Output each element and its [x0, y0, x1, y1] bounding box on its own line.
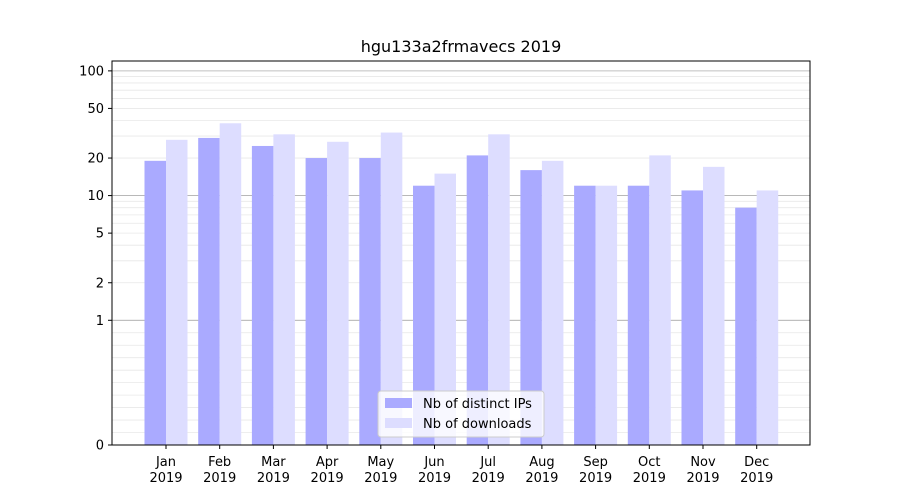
x-tick-label: Feb 2019 — [203, 455, 236, 486]
bar-downloads — [219, 123, 242, 446]
bar-distinct-ips — [305, 158, 328, 445]
bar-downloads — [703, 166, 725, 445]
bar-downloads — [166, 139, 188, 445]
y-tick-label: 20 — [87, 152, 104, 167]
plot-frame — [111, 60, 811, 446]
bar-distinct-ips — [574, 185, 596, 445]
bar-distinct-ips — [735, 207, 757, 445]
bar-distinct-ips — [627, 185, 650, 445]
x-tick-label: Jun 2019 — [418, 455, 451, 486]
bar-downloads — [380, 132, 403, 446]
legend: Nb of distinct IPs Nb of downloads — [377, 390, 545, 438]
bar-downloads — [327, 141, 349, 445]
bar-downloads — [434, 173, 456, 445]
chart-title: hgu133a2frmavecs 2019 — [361, 37, 562, 56]
legend-label: Nb of distinct IPs — [423, 397, 532, 412]
x-tick-label: Jan 2019 — [149, 455, 182, 486]
bars — [144, 123, 779, 446]
y-tick-label: 1 — [96, 314, 104, 329]
bar-downloads — [756, 190, 779, 445]
y-tick-label: 10 — [87, 189, 104, 204]
bar-downloads — [541, 160, 564, 445]
x-tick-label: Jul 2019 — [472, 455, 505, 486]
bar-downloads — [488, 134, 510, 445]
bar-downloads — [595, 185, 618, 445]
bar-downloads — [273, 134, 295, 445]
axes: 0 1 2 5 10 20 50 100 Jan 2019 Feb 2019 Mar 2019 Apr 201… — [79, 60, 811, 486]
legend-box — [377, 390, 545, 438]
bar-distinct-ips — [681, 190, 703, 445]
legend-label: Nb of downloads — [423, 417, 532, 432]
legend-swatch — [385, 418, 412, 428]
bar-downloads — [649, 155, 671, 445]
bar-distinct-ips — [359, 158, 381, 445]
bar-distinct-ips — [466, 155, 489, 445]
bar-distinct-ips — [198, 137, 220, 446]
x-tick-label: Nov 2019 — [686, 455, 719, 486]
x-tick-label: Aug 2019 — [525, 455, 558, 486]
y-tick-label: 5 — [96, 227, 104, 242]
bar-distinct-ips — [144, 160, 166, 445]
x-tick-label: Apr 2019 — [311, 455, 344, 486]
y-tick-label: 50 — [87, 102, 104, 117]
bar-distinct-ips — [413, 185, 435, 445]
legend-swatch — [385, 398, 412, 408]
x-tick-label: Sep 2019 — [579, 455, 612, 486]
y-tick-label: 2 — [96, 276, 104, 291]
y-tick-label: 100 — [79, 64, 104, 79]
bar-distinct-ips — [520, 170, 542, 445]
x-tick-label: Dec 2019 — [740, 455, 773, 486]
x-tick-label: Mar 2019 — [257, 455, 290, 486]
bar-distinct-ips — [251, 145, 274, 446]
y-tick-label: 0 — [96, 439, 104, 454]
x-tick-label: Oct 2019 — [633, 455, 666, 486]
x-tick-label: May 2019 — [364, 455, 397, 486]
